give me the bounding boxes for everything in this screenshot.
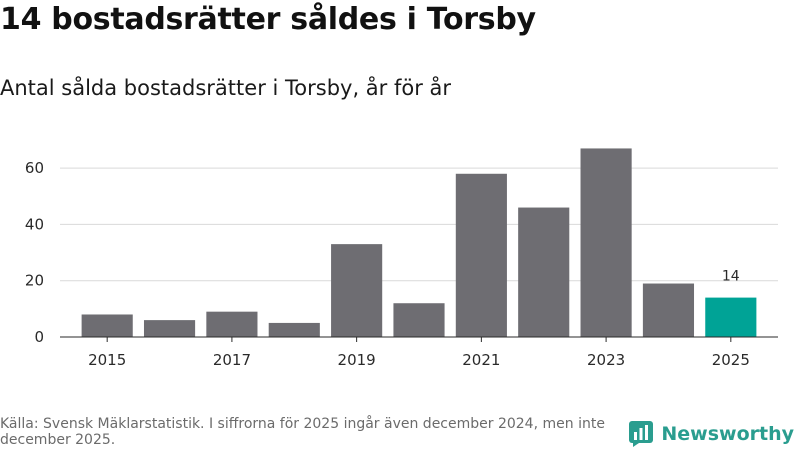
- bar-2023: [580, 148, 632, 337]
- source-note: Källa: Svensk Mäklarstatistik. I siffror…: [0, 416, 605, 448]
- bars: [81, 148, 757, 337]
- x-tick-label: 2019: [338, 351, 376, 369]
- bar-2018: [268, 322, 320, 337]
- gridlines: [60, 167, 778, 282]
- y-tick-label: 40: [25, 215, 44, 233]
- bar-2024: [642, 283, 695, 337]
- brand-name: Newsworthy: [661, 423, 794, 445]
- newsworthy-logo-icon: [629, 421, 654, 447]
- data-labels: 14: [722, 269, 740, 285]
- bar-2016: [143, 320, 196, 337]
- bar-2020: [393, 303, 445, 337]
- bar-2015: [81, 314, 133, 337]
- bar-chart: 0 20 40 60 2015 2017 2019 2021 2023 2025 14: [25, 148, 778, 369]
- y-tick-label: 60: [25, 159, 44, 177]
- x-tick-label: 2017: [213, 351, 251, 369]
- bar-2017: [206, 311, 258, 337]
- y-tick-label: 20: [25, 272, 44, 290]
- bar-2025: [705, 297, 757, 337]
- bar-2022: [518, 207, 570, 337]
- x-tick-label: 2015: [88, 351, 126, 369]
- chart-subtitle: Antal sålda bostadsrätter i Torsby, år f…: [0, 76, 452, 100]
- brand-logo: Newsworthy: [629, 420, 794, 448]
- axes: 0 20 40 60 2015 2017 2019 2021 2023 2025: [25, 159, 778, 369]
- bar-2019: [331, 244, 383, 337]
- x-tick-label: 2025: [712, 351, 750, 369]
- data-label: 14: [722, 269, 740, 285]
- x-tick-label: 2023: [587, 351, 625, 369]
- bar-2021: [455, 173, 507, 337]
- y-tick-label: 0: [34, 328, 44, 346]
- chart-title: 14 bostadsrätter såldes i Torsby: [0, 2, 536, 37]
- x-tick-label: 2021: [462, 351, 500, 369]
